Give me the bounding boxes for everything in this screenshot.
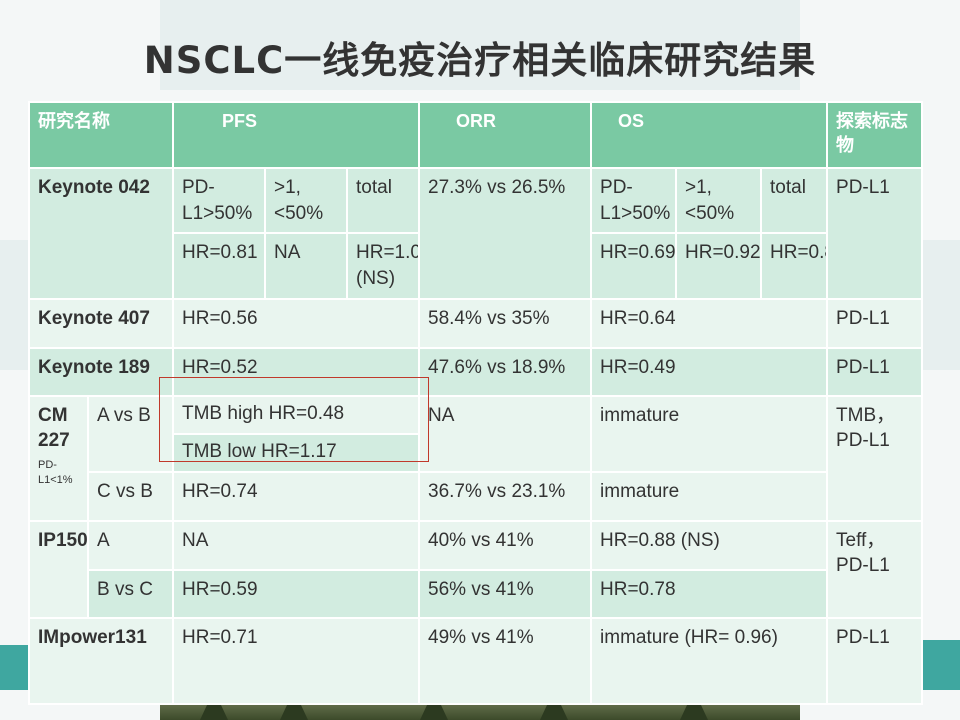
- study-name: CM 227 PD-L1<1%: [28, 394, 89, 522]
- pfs-value: NA: [171, 519, 421, 571]
- study-name: Keynote 189: [28, 346, 174, 397]
- os-subgroup: >1,<50%: [675, 166, 763, 235]
- os-value: immature (HR= 0.96): [590, 616, 829, 705]
- orr-value: 49% vs 41%: [418, 616, 593, 705]
- pfs-value: TMB high HR=0.48: [171, 394, 421, 435]
- os-hr: HR=0.81: [760, 232, 829, 300]
- marker-value: PD-L1: [826, 346, 924, 397]
- pfs-hr: HR=1.07 (NS): [345, 232, 421, 300]
- arm-label: B vs C: [87, 568, 174, 619]
- orr-value: 27.3% vs 26.5%: [418, 167, 593, 300]
- marker-value: PD-L1: [826, 616, 924, 705]
- orr-value: 36.7% vs 23.1%: [418, 470, 593, 522]
- page-title: NSCLC一线免疫治疗相关临床研究结果: [143, 39, 817, 82]
- os-value: immature: [590, 470, 829, 522]
- os-value: HR=0.78: [590, 568, 829, 619]
- pfs-value: HR=0.56: [171, 297, 421, 349]
- table-row: C vs B HR=0.74 36.7% vs 23.1% immature: [29, 470, 922, 522]
- study-name: IP150: [28, 519, 89, 619]
- pfs-value: HR=0.71: [171, 616, 421, 705]
- os-hr: HR=0.92: [675, 232, 763, 300]
- table-row: Keynote 042 PD-L1>50% >1,<50% total 27.3…: [28, 166, 924, 300]
- study-note: PD-L1<1%: [38, 458, 73, 487]
- arm-label: C vs B: [87, 470, 174, 522]
- table-row: HR=0.81 NA HR=1.07 (NS) HR=0.69 HR=0.92 …: [29, 232, 922, 300]
- os-hr: HR=0.69: [590, 232, 678, 300]
- table-row: B vs C HR=0.59 56% vs 41% HR=0.78: [29, 568, 922, 619]
- study-name: IMpower131: [28, 616, 174, 705]
- os-value: immature: [590, 394, 829, 473]
- pfs-value: TMB low HR=1.17: [171, 432, 421, 473]
- orr-value: 58.4% vs 35%: [418, 297, 593, 349]
- orr-value: NA: [418, 394, 593, 473]
- marker-value: Teff，PD-L1: [826, 519, 924, 619]
- orr-value: 47.6% vs 18.9%: [418, 346, 593, 397]
- pfs-subgroup: >1,<50%: [264, 166, 348, 235]
- pfs-hr: NA: [264, 232, 348, 300]
- table-row: Keynote 189 HR=0.52 47.6% vs 18.9% HR=0.…: [28, 346, 924, 397]
- header-orr: ORR: [418, 101, 593, 169]
- pfs-hr: HR=0.81: [172, 232, 266, 300]
- header-marker: 探索标志物: [826, 101, 924, 169]
- study-name: Keynote 407: [28, 297, 174, 349]
- study-name-text: CM 227: [38, 404, 70, 452]
- marker-value: PD-L1: [826, 167, 924, 300]
- marker-value: PD-L1: [826, 297, 924, 349]
- header-study-name: 研究名称: [28, 101, 174, 169]
- study-name: Keynote 042: [28, 167, 174, 300]
- os-value: HR=0.49: [590, 346, 829, 397]
- pfs-value: HR=0.74: [171, 470, 421, 522]
- os-value: HR=0.64: [590, 297, 829, 349]
- header-os: OS: [590, 101, 829, 169]
- orr-value: 56% vs 41%: [418, 568, 593, 619]
- results-table: 研究名称 PFS ORR OS 探索标志物 Keynote 042 PD-L1>…: [28, 101, 924, 705]
- marker-value: TMB，PD-L1: [826, 394, 924, 522]
- arm-label: A: [87, 519, 174, 571]
- pfs-subgroup: total: [345, 166, 421, 235]
- arm-label: A vs B: [87, 394, 174, 473]
- orr-value: 40% vs 41%: [418, 519, 593, 571]
- os-value: HR=0.88 (NS): [590, 519, 829, 571]
- pfs-value: HR=0.59: [171, 568, 421, 619]
- pfs-subgroup: PD-L1>50%: [172, 166, 266, 235]
- pfs-value: HR=0.52: [171, 346, 421, 397]
- os-subgroup: PD-L1>50%: [590, 166, 678, 235]
- table-row: IMpower131 HR=0.71 49% vs 41% immature (…: [28, 616, 924, 705]
- os-subgroup: total: [760, 166, 829, 235]
- header-row: 研究名称 PFS ORR OS 探索标志物: [28, 101, 924, 169]
- header-pfs: PFS: [171, 101, 421, 169]
- table-row: TMB low HR=1.17: [29, 432, 922, 473]
- table-row: CM 227 PD-L1<1% A vs B TMB high HR=0.48 …: [28, 394, 924, 522]
- table-row: IP150 A NA 40% vs 41% HR=0.88 (NS) Teff，…: [28, 519, 924, 619]
- table-row: Keynote 407 HR=0.56 58.4% vs 35% HR=0.64…: [28, 297, 924, 349]
